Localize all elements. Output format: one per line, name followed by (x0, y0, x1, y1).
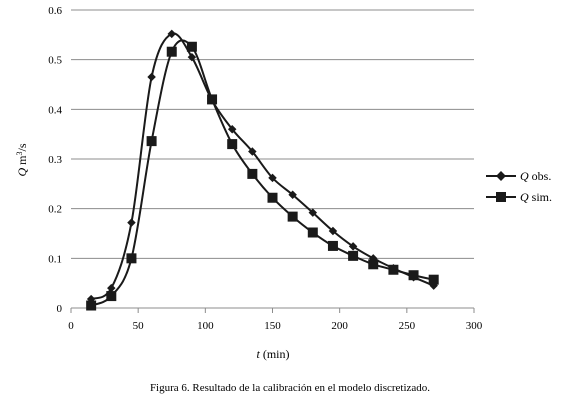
x-tick-label-0: 0 (68, 320, 74, 332)
point-obs-11 (308, 208, 318, 217)
y-tick-label-2: 0.2 (48, 204, 62, 216)
y-tick-label-3: 0.3 (48, 154, 62, 166)
point-sim-3 (146, 136, 157, 147)
x-tick-label-3: 150 (264, 320, 281, 332)
y-axis-label: Q m3/s (15, 143, 29, 176)
x-tick-label-4: 200 (331, 320, 348, 332)
x-tick-label-6: 300 (466, 320, 483, 332)
point-sim-13 (348, 250, 359, 261)
x-axis-label: t (min) (256, 347, 289, 361)
point-sim-5 (186, 41, 197, 52)
y-tick-label-6: 0.6 (48, 5, 62, 17)
axes (70, 307, 475, 313)
x-tick-label-1: 50 (133, 320, 145, 332)
legend-marker-sim (496, 192, 506, 202)
gridlines (71, 9, 474, 259)
legend-item-obs: Q obs. (486, 169, 551, 183)
point-obs-3 (147, 72, 156, 82)
x-tick-label-5: 250 (399, 320, 416, 332)
legend-marker-obs (496, 171, 506, 181)
point-sim-17 (428, 274, 439, 285)
legend-label-sim: Q sim. (520, 190, 552, 204)
point-obs-13 (348, 242, 358, 251)
point-sim-14 (368, 259, 379, 270)
y-tick-label-4: 0.4 (48, 104, 62, 116)
point-obs-7 (227, 124, 237, 134)
y-tick-labels: 0 0.1 0.2 0.3 0.4 0.5 0.6 (48, 5, 62, 315)
point-obs-1 (107, 283, 116, 293)
legend-label-obs: Q obs. (520, 169, 551, 183)
series-line-obs (90, 32, 435, 301)
x-tick-labels: 0 50 100 150 200 250 300 (68, 320, 483, 332)
point-obs-10 (288, 190, 297, 200)
series-line-sim (90, 39, 434, 307)
point-sim-9 (267, 192, 278, 203)
point-sim-4 (166, 46, 177, 57)
point-sim-15 (388, 264, 399, 275)
y-tick-label-0: 0 (57, 303, 63, 315)
point-sim-6 (207, 94, 218, 105)
point-obs-12 (328, 226, 338, 236)
point-sim-11 (307, 227, 318, 238)
point-sim-7 (227, 139, 238, 150)
point-obs-2 (127, 218, 136, 227)
y-tick-label-5: 0.5 (48, 55, 62, 67)
figure-caption: Figura 6. Resultado de la calibración en… (149, 382, 431, 394)
series-group (86, 29, 439, 311)
point-sim-2 (126, 253, 137, 264)
point-sim-12 (327, 240, 338, 251)
point-sim-1 (106, 291, 117, 302)
legend: Q obs. Q sim. (486, 169, 552, 204)
legend-item-sim: Q sim. (486, 190, 552, 204)
point-sim-8 (247, 168, 258, 179)
point-sim-0 (86, 300, 97, 311)
point-sim-16 (408, 270, 419, 281)
point-obs-9 (268, 173, 277, 183)
point-obs-5 (187, 52, 197, 62)
x-tick-label-2: 100 (197, 320, 214, 332)
y-tick-label-1: 0.1 (48, 253, 62, 265)
point-obs-8 (248, 147, 257, 156)
point-sim-10 (287, 211, 298, 222)
